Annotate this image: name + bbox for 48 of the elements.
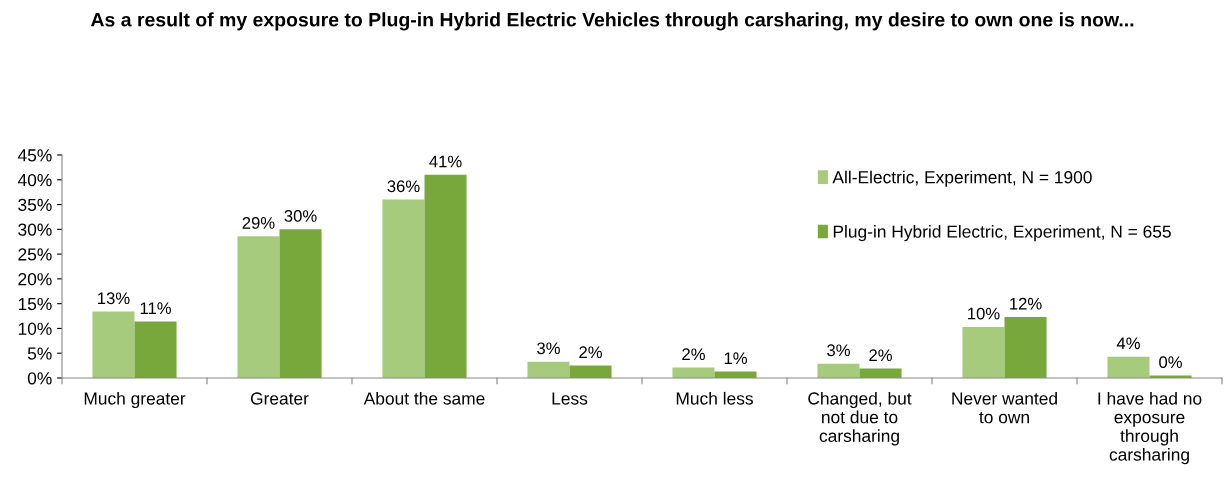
x-tick-label: About the same [363,391,485,405]
y-tick-label: 35% [18,198,52,212]
data-label: 0% [1159,356,1182,369]
data-label: 10% [968,307,1000,320]
data-label: 29% [242,217,275,229]
x-tick-label: Changed, but not due to carsharing [808,391,912,446]
bar [237,236,280,378]
y-tick-label: 45% [17,149,52,162]
y-tick-label: 15% [18,297,52,311]
bar [1107,356,1150,378]
data-label: 30% [284,210,317,222]
x-tick-label: Greater [250,392,309,405]
data-label: 12% [1010,297,1042,310]
x-tick-label: Less [552,392,588,405]
bar [92,311,135,378]
bar [1004,317,1047,378]
bar [279,229,322,378]
chart-title: As a result of my exposure to Plug-in Hybrid Electric Vehicles through carsharing, my desire to own one is now... [90,12,1134,31]
y-tick-label: 30% [18,223,52,236]
y-tick-label: 0% [27,372,52,385]
data-label: 36% [387,180,420,193]
y-tick-label: 10% [18,322,52,335]
data-label: 3% [537,342,560,355]
data-label: 1% [724,352,747,365]
y-tick-label: 25% [18,248,52,261]
bar [382,199,425,378]
bar [962,326,1005,378]
data-label: 2% [579,346,602,359]
data-label: 3% [827,344,850,357]
x-tick-label: Much greater [84,391,186,409]
bar [134,321,177,378]
bar [424,174,467,378]
legend-label: Plug-in Hybrid Electric, Experiment, N = 655 [833,225,1171,242]
data-label: 11% [140,302,171,314]
y-tick-label: 40% [17,173,52,187]
data-label: 2% [869,349,892,362]
data-label: 4% [1116,337,1140,350]
y-tick-label: 20% [18,273,52,286]
y-tick-label: 5% [27,347,52,360]
legend-label: All-Electric, Experiment, N = 1900 [832,170,1092,187]
data-label: 41% [429,155,462,168]
data-label: 13% [98,292,130,305]
x-tick-label: Never wanted to own [952,391,1057,424]
bar [527,361,570,378]
x-tick-label: Much less [676,391,753,405]
x-tick-label: I have had no exposure through carsharing [1098,391,1202,465]
bar [817,363,860,378]
data-label: 2% [682,348,705,361]
